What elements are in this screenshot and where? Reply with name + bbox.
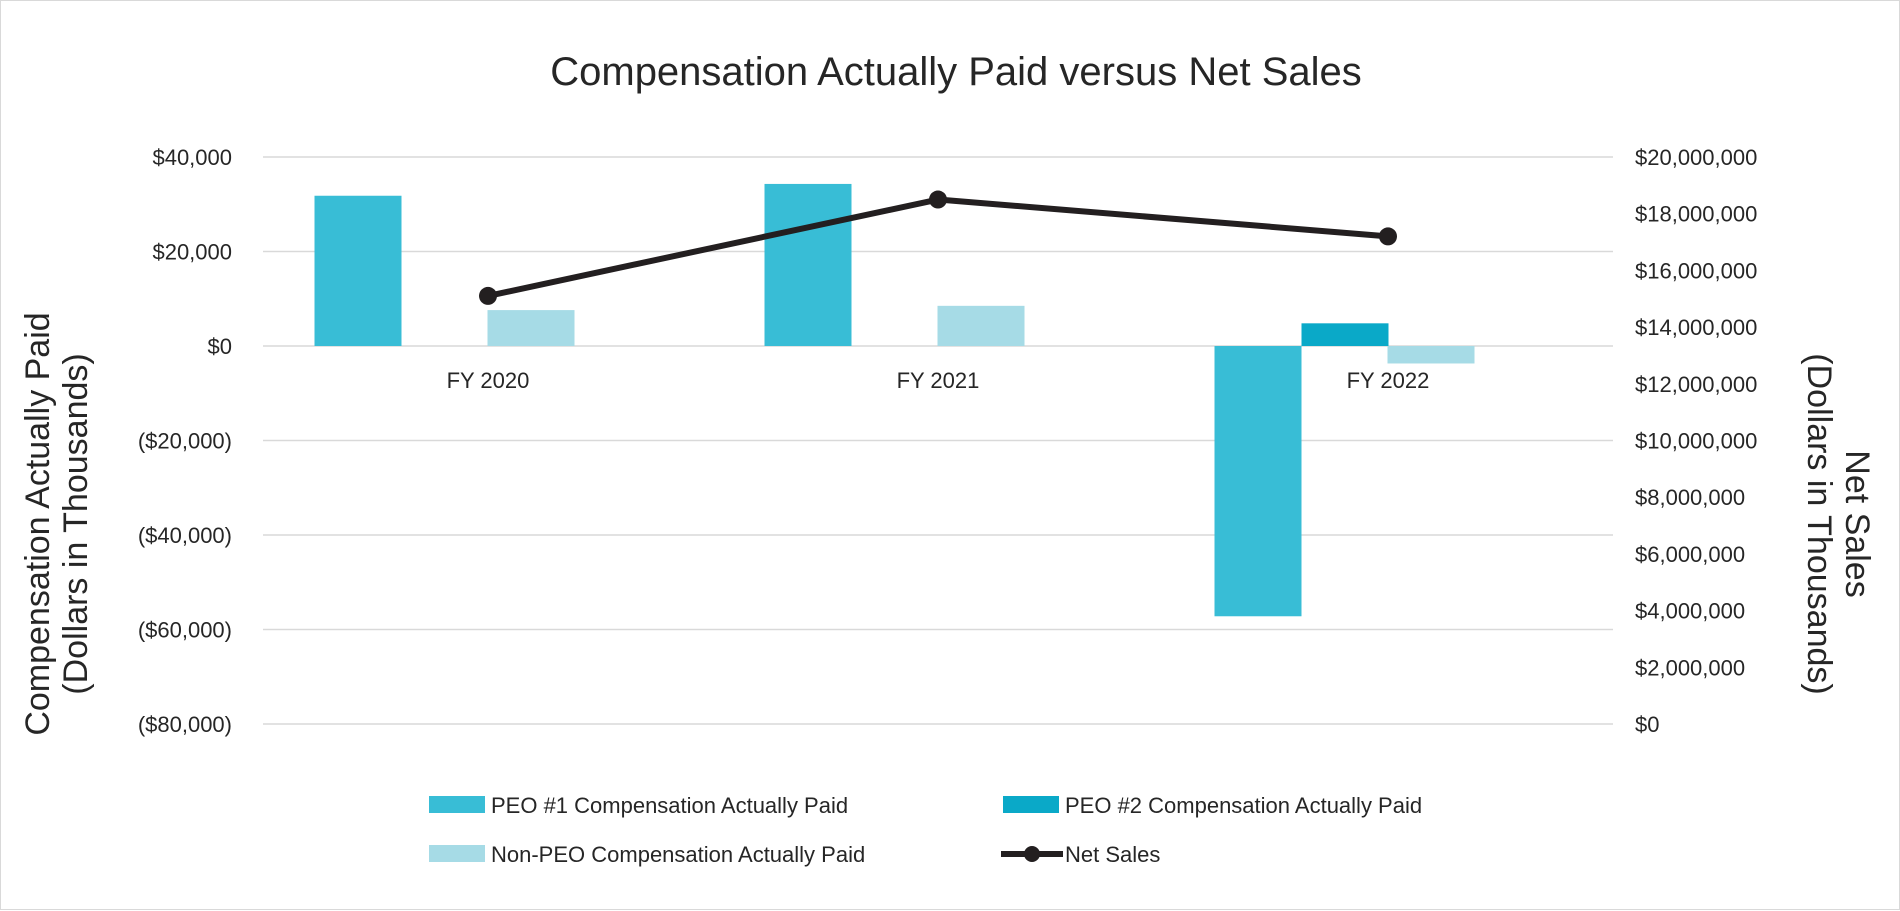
left-tick-label: ($60,000) xyxy=(138,618,232,643)
right-tick-label: $16,000,000 xyxy=(1635,258,1757,283)
category-labels: FY 2020 FY 2021 FY 2022 xyxy=(447,368,1430,393)
chart-title: Compensation Actually Paid versus Net Sa… xyxy=(550,50,1362,94)
right-tick-label: $2,000,000 xyxy=(1635,655,1745,680)
legend-label-non-peo: Non-PEO Compensation Actually Paid xyxy=(491,842,865,867)
legend-label-peo2: PEO #2 Compensation Actually Paid xyxy=(1065,793,1422,818)
left-axis-title: Compensation Actually Paid (Dollars in T… xyxy=(19,312,95,735)
right-axis-title: Net Sales (Dollars in Thousands) xyxy=(1800,353,1876,694)
net-sales-line xyxy=(487,196,1389,299)
bar-peo-1-compensation-actually-paid-2 xyxy=(1214,346,1302,617)
category-label: FY 2020 xyxy=(447,368,530,393)
net-sales-line-group xyxy=(479,190,1397,305)
net-sales-point-0 xyxy=(479,286,497,305)
left-tick-label: ($20,000) xyxy=(138,429,232,454)
right-axis-title-line1: Net Sales xyxy=(1838,450,1876,597)
bars xyxy=(314,183,1475,617)
legend: PEO #1 Compensation Actually Paid PEO #2… xyxy=(429,793,1422,867)
gridlines xyxy=(263,156,1613,725)
left-axis-title-line2: (Dollars in Thousands) xyxy=(57,353,95,694)
right-tick-label: $12,000,000 xyxy=(1635,372,1757,397)
left-tick-label: $40,000 xyxy=(152,145,232,170)
bar-non-peo-compensation-actually-paid-1 xyxy=(937,305,1025,346)
left-tick-label: ($80,000) xyxy=(138,712,232,737)
left-tick-label: $0 xyxy=(208,334,232,359)
left-tick-label: $20,000 xyxy=(152,240,232,265)
right-tick-label: $20,000,000 xyxy=(1635,145,1757,170)
legend-swatch-peo2 xyxy=(1003,796,1059,813)
category-label: FY 2021 xyxy=(897,368,980,393)
legend-swatch-peo1 xyxy=(429,796,485,813)
right-tick-label: $10,000,000 xyxy=(1635,429,1757,454)
bar-peo-2-compensation-actually-paid-2 xyxy=(1301,323,1389,346)
bar-peo-1-compensation-actually-paid-1 xyxy=(764,183,852,346)
right-axis-title-line2: (Dollars in Thousands) xyxy=(1800,353,1838,694)
category-label: FY 2022 xyxy=(1347,368,1430,393)
net-sales-point-2 xyxy=(1379,227,1397,246)
right-tick-label: $14,000,000 xyxy=(1635,315,1757,340)
bar-non-peo-compensation-actually-paid-0 xyxy=(487,310,575,346)
legend-label-peo1: PEO #1 Compensation Actually Paid xyxy=(491,793,848,818)
net-sales-point-1 xyxy=(929,190,947,209)
legend-swatch-non-peo xyxy=(429,845,485,862)
right-tick-label: $18,000,000 xyxy=(1635,202,1757,227)
left-axis-title-line1: Compensation Actually Paid xyxy=(19,312,57,735)
right-tick-label: $6,000,000 xyxy=(1635,542,1745,567)
legend-label-net-sales: Net Sales xyxy=(1065,842,1160,867)
right-tick-label: $4,000,000 xyxy=(1635,599,1745,624)
right-tick-label: $0 xyxy=(1635,712,1659,737)
left-tick-label: ($40,000) xyxy=(138,523,232,548)
bar-non-peo-compensation-actually-paid-2 xyxy=(1387,346,1475,364)
right-axis-ticks: $20,000,000 $18,000,000 $16,000,000 $14,000… xyxy=(1635,145,1757,737)
bar-peo-1-compensation-actually-paid-0 xyxy=(314,195,402,346)
left-axis-ticks: $40,000 $20,000 $0 ($20,000) ($40,000) ($60,0… xyxy=(138,145,232,737)
legend-marker-net-sales xyxy=(1024,846,1040,862)
right-tick-label: $8,000,000 xyxy=(1635,485,1745,510)
